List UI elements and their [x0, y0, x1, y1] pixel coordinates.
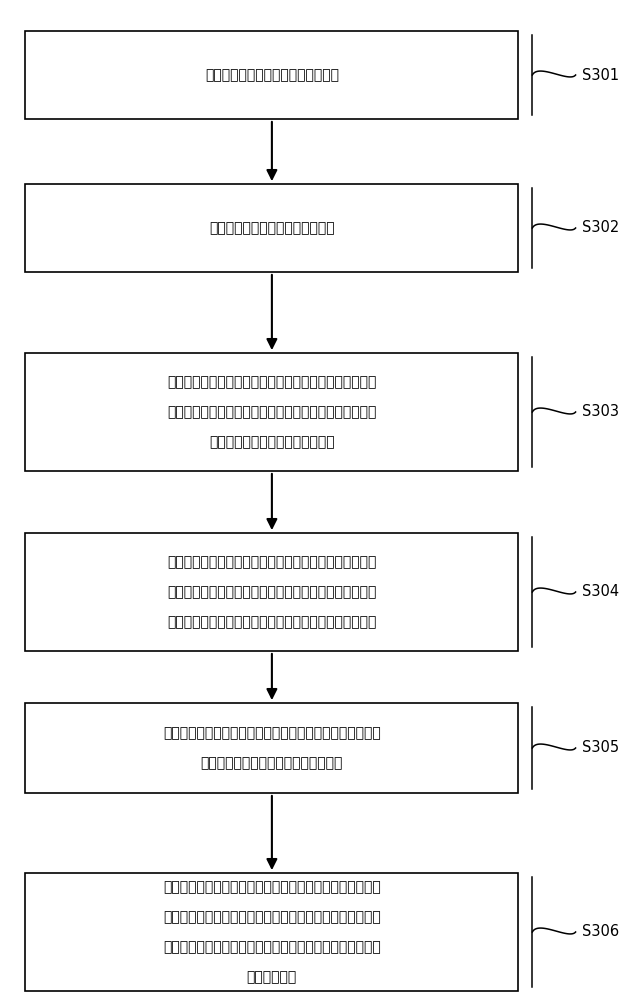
Text: 以进行土样膨胀试验，其中，未被土样吸收的多余水分经: 以进行土样膨胀试验，其中，未被土样吸收的多余水分经 — [167, 405, 377, 419]
Bar — [25, 533, 518, 651]
Text: 利用置于上部透水石上方的测量部件监测土样在注水过程: 利用置于上部透水石上方的测量部件监测土样在注水过程 — [167, 555, 377, 569]
Text: 置于试样环下方的下部透水石排出: 置于试样环下方的下部透水石排出 — [209, 435, 335, 449]
Text: S302: S302 — [582, 221, 619, 235]
Bar — [25, 873, 518, 991]
Text: 样进行干燥失水，以进行土样收缩试验: 样进行干燥失水，以进行土样收缩试验 — [201, 756, 343, 770]
Text: S305: S305 — [582, 740, 619, 756]
Text: S304: S304 — [582, 584, 619, 599]
Text: 利用置于试样环外围的加热部件对膨胀试验结束后的膨胀土: 利用置于试样环外围的加热部件对膨胀试验结束后的膨胀土 — [163, 726, 381, 740]
Text: S303: S303 — [582, 404, 619, 420]
Bar — [25, 184, 518, 272]
Bar — [25, 31, 518, 119]
Text: S301: S301 — [582, 68, 619, 83]
Text: S306: S306 — [582, 924, 619, 940]
Text: 将土样置于试验模具中的试样环中: 将土样置于试验模具中的试样环中 — [209, 221, 335, 235]
Text: 记录测量部件显示的稳定示数，并作为土样的膨胀变形量: 记录测量部件显示的稳定示数，并作为土样的膨胀变形量 — [167, 615, 377, 629]
Text: 中产生的膨胀变形，直至膨胀变形稳定，停止注水操作，: 中产生的膨胀变形，直至膨胀变形稳定，停止注水操作， — [167, 585, 377, 599]
Text: 制取测量干湿循环膨缩变形量的土样: 制取测量干湿循环膨缩变形量的土样 — [205, 68, 339, 82]
Text: 的收缩变形量: 的收缩变形量 — [247, 970, 297, 984]
Bar — [25, 353, 518, 471]
Text: 通过置于试验环上方的上部透水石向土样进行注水操作，: 通过置于试验环上方的上部透水石向土样进行注水操作， — [167, 375, 377, 389]
Text: 形，直至收缩变形稳定，停止加热操作，记录测量部件上显: 形，直至收缩变形稳定，停止加热操作，记录测量部件上显 — [163, 910, 381, 924]
Text: 示的稳定示数，并与土样的膨胀变形量相减，作为膨胀土样: 示的稳定示数，并与土样的膨胀变形量相减，作为膨胀土样 — [163, 940, 381, 954]
Bar — [25, 703, 518, 793]
Text: 利用测量部件继续监测膨胀土样在失水过程中产生的收缩变: 利用测量部件继续监测膨胀土样在失水过程中产生的收缩变 — [163, 880, 381, 894]
